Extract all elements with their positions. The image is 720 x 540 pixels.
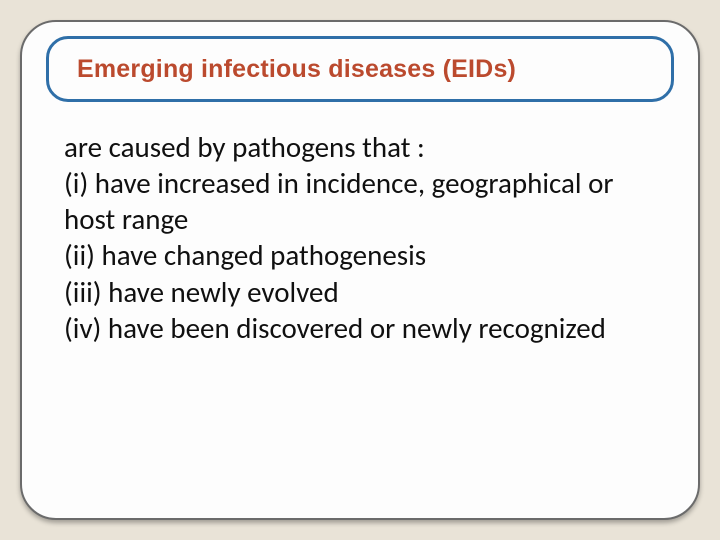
body-line: are caused by pathogens that : — [64, 130, 656, 165]
body-line: (iii) have newly evolved — [64, 275, 656, 310]
slide-body: are caused by pathogens that : (i) have … — [64, 130, 656, 498]
body-line: (iv) have been discovered or newly recog… — [64, 311, 656, 346]
body-line: (i) have increased in incidence, geograp… — [64, 166, 656, 237]
title-box: Emerging infectious diseases (EIDs) — [46, 36, 674, 102]
slide-title: Emerging infectious diseases (EIDs) — [77, 55, 516, 84]
body-line: (ii) have changed pathogenesis — [64, 238, 656, 273]
slide-card: Emerging infectious diseases (EIDs) are … — [20, 20, 700, 520]
